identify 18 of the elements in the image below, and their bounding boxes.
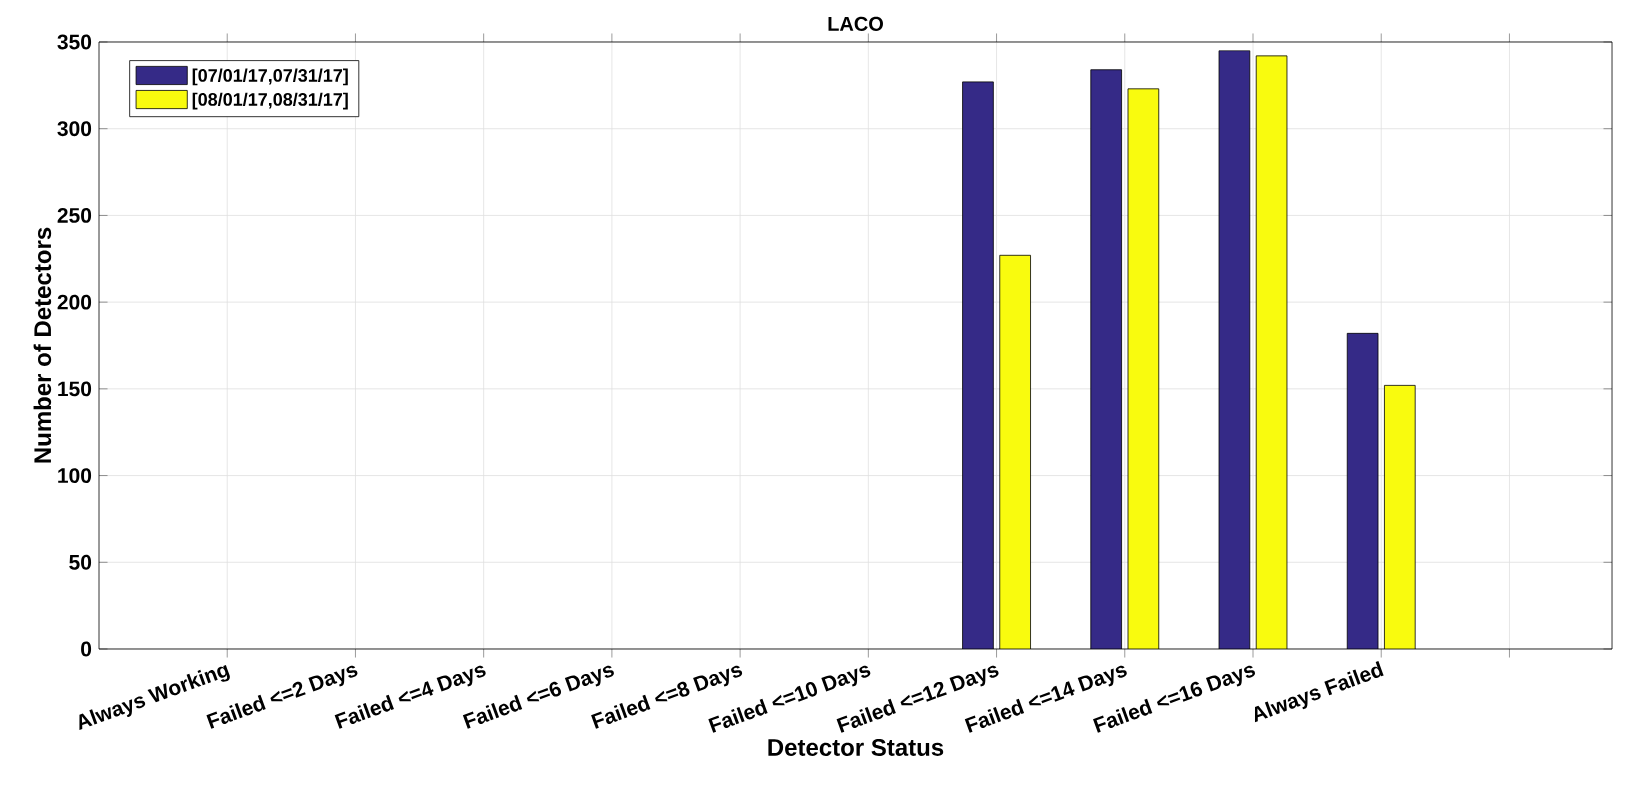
y-tick-label: 250 (57, 208, 92, 223)
legend-label: [08/01/17,08/31/17] (192, 92, 348, 110)
y-tick-label: 0 (81, 641, 92, 657)
y-tick-label: 50 (69, 554, 92, 570)
y-axis-title: Number of Detectors (33, 227, 52, 463)
bar (1255, 55, 1288, 649)
y-tick-label: 300 (57, 121, 92, 137)
legend-label: [07/01/17,07/31/17] (192, 68, 348, 86)
bar (1384, 384, 1416, 649)
bar (999, 254, 1031, 649)
y-tick-label: 200 (57, 294, 92, 310)
x-tick-label: Always Failed (1254, 661, 1384, 723)
bar (1127, 88, 1160, 649)
x-axis-title: Detector Status (768, 738, 944, 756)
chart-title: LACO (828, 16, 883, 31)
y-tick-label: 350 (57, 34, 92, 50)
y-tick-label: 100 (58, 468, 92, 484)
y-tick-label: 150 (58, 381, 92, 397)
